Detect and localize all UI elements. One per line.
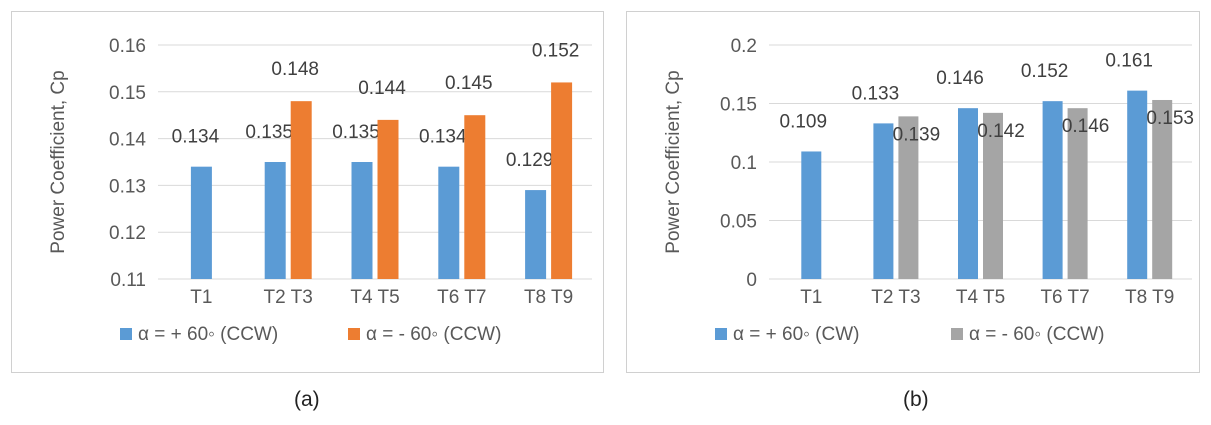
data-label: 0.109 [780, 111, 828, 132]
legend-label: α = - 60◦ (CCW) [969, 324, 1104, 345]
y-axis-label: Power Coefficient, Cp [48, 70, 69, 253]
y-tick-label: 0.16 [109, 36, 146, 57]
data-label: 0.142 [977, 121, 1025, 142]
x-tick-label: T4 T5 [956, 287, 1005, 308]
x-tick-label: T8 T9 [524, 287, 573, 308]
legend-swatch [120, 328, 132, 340]
bar [801, 151, 822, 279]
data-label: 0.145 [445, 73, 493, 94]
y-tick-label: 0.11 [110, 270, 146, 291]
bar [958, 108, 978, 280]
y-tick-label: 0.14 [109, 130, 146, 151]
x-tick-label: T1 [800, 287, 822, 308]
bar [464, 115, 486, 279]
bar [264, 162, 286, 279]
data-label: 0.153 [1146, 108, 1194, 129]
y-tick-label: 0 [746, 270, 757, 291]
y-tick-label: 0.13 [109, 176, 146, 197]
y-tick-label: 0.15 [109, 83, 146, 104]
legend-swatch [715, 328, 727, 340]
data-label: 0.152 [532, 40, 580, 61]
bar [873, 123, 894, 279]
bar [1042, 101, 1063, 279]
bar [983, 112, 1003, 279]
x-tick-label: T2 T3 [264, 287, 313, 308]
y-tick-label: 0.2 [731, 36, 757, 57]
x-tick-label: T2 T3 [871, 287, 920, 308]
y-axis-label: Power Coefficient, Cp [663, 70, 684, 253]
data-label: 0.135 [245, 122, 293, 143]
bar [1067, 108, 1088, 280]
x-tick-label: T1 [190, 287, 212, 308]
bar [551, 82, 573, 279]
data-label: 0.139 [893, 124, 941, 145]
bar [377, 119, 399, 279]
bar [1152, 99, 1173, 280]
data-label: 0.134 [172, 127, 220, 148]
bar [1127, 90, 1148, 279]
x-tick-label: T6 T7 [437, 287, 486, 308]
chart-a: 0.11 0.12 0.13 0.14 0.15 0.16 Power Coefficien… [48, 36, 592, 345]
x-tick-label: T8 T9 [1125, 287, 1174, 308]
data-label: 0.161 [1105, 51, 1153, 72]
caption-b: (b) [903, 388, 929, 411]
y-tick-label: 0.12 [109, 223, 146, 244]
bar [351, 162, 373, 279]
chart-b: 0 0.05 0.1 0.15 0.2 Power Coefficient, Cp T1 0.… [663, 36, 1194, 345]
legend-swatch [951, 328, 963, 340]
legend-swatch [348, 328, 360, 340]
x-tick-label: T4 T5 [350, 287, 399, 308]
data-label: 0.148 [271, 59, 319, 80]
chart-panel-b: 0 0.05 0.1 0.15 0.2 Power Coefficient, Cp T1 0.… [626, 11, 1200, 373]
legend-label: α = + 60◦ (CW) [733, 324, 859, 345]
caption-a: (a) [294, 388, 320, 411]
legend-label: α = + 60◦ (CCW) [138, 324, 278, 345]
bar [290, 101, 312, 279]
y-tick-label: 0.1 [731, 153, 757, 174]
data-label: 0.134 [419, 127, 467, 148]
bar [438, 166, 460, 279]
data-label: 0.133 [852, 83, 900, 104]
y-tick-label: 0.15 [720, 95, 757, 116]
data-label: 0.146 [936, 68, 984, 89]
legend-label: α = - 60◦ (CCW) [366, 324, 501, 345]
bar [525, 190, 547, 279]
x-tick-label: T6 T7 [1040, 287, 1089, 308]
data-label: 0.129 [506, 150, 554, 171]
data-label: 0.146 [1062, 116, 1110, 137]
chart-panel-a: 0.11 0.12 0.13 0.14 0.15 0.16 Power Coefficien… [11, 11, 604, 373]
data-label: 0.135 [332, 122, 380, 143]
data-label: 0.152 [1021, 61, 1069, 82]
bar [190, 166, 212, 279]
y-tick-label: 0.05 [720, 212, 757, 233]
bar [898, 116, 919, 280]
data-label: 0.144 [358, 78, 406, 99]
